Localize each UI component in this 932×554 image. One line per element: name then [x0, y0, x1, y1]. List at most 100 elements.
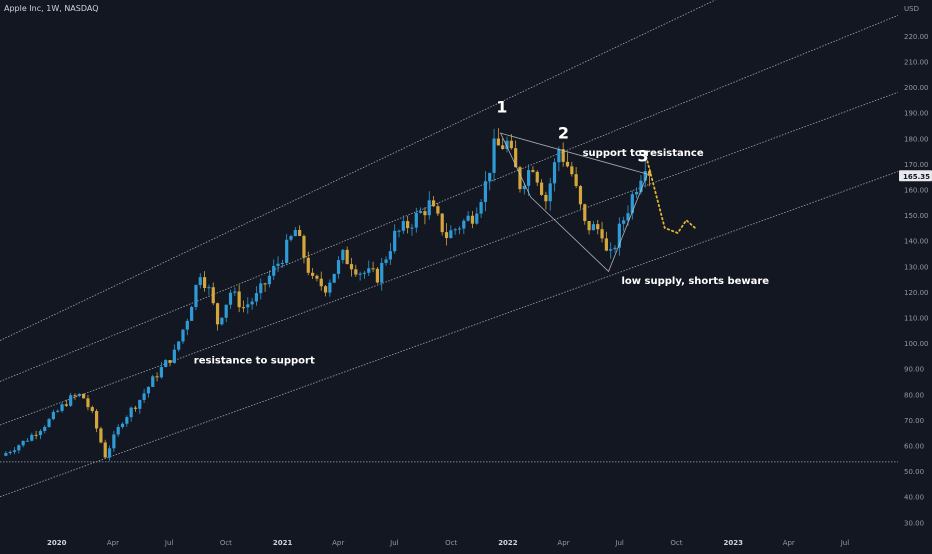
channel-line-lower-mid: [0, 91, 899, 426]
y-tick-label: 100.00: [904, 340, 929, 348]
channel-line-upper-mid: [0, 14, 899, 382]
candle-body: [220, 317, 224, 325]
candle-body: [557, 149, 561, 163]
y-tick-label: 220.00: [904, 33, 929, 41]
candle-body: [146, 386, 151, 394]
candle-body: [272, 265, 276, 276]
y-tick-label: 40.00: [904, 494, 924, 502]
candle-body: [565, 161, 570, 167]
candle-body: [431, 200, 436, 207]
candle-body: [518, 167, 522, 190]
candle-body: [4, 453, 8, 456]
annotation-number: 1: [496, 98, 507, 117]
x-tick-label: 2020: [47, 539, 67, 547]
y-tick-label: 170.00: [904, 161, 929, 169]
y-tick-label: 210.00: [904, 58, 929, 66]
candle-body: [496, 138, 500, 146]
candle-body: [388, 251, 392, 260]
candle-body: [168, 360, 172, 363]
candle-body: [501, 145, 505, 149]
candle-body: [215, 303, 220, 325]
candle-body: [410, 227, 414, 229]
y-tick-label: 30.00: [904, 519, 924, 527]
candle-body: [112, 434, 116, 449]
candle-body: [626, 213, 630, 221]
candle-body: [116, 426, 120, 435]
candle-body: [289, 236, 293, 240]
symbol-title[interactable]: Apple Inc, 1W, NASDAQ: [4, 4, 99, 13]
candle-body: [241, 307, 246, 309]
candle-body: [164, 360, 168, 368]
candle-body: [99, 428, 103, 443]
annotation-number: 2: [558, 123, 569, 142]
candle-body: [298, 229, 302, 236]
candle-body: [328, 282, 332, 293]
last-price-tag[interactable]: [899, 170, 932, 182]
x-tick-label: Jul: [614, 539, 624, 547]
y-tick-label: 80.00: [904, 391, 924, 399]
candle-body: [172, 349, 176, 363]
channel-line-upper: [0, 0, 717, 341]
candle-body: [194, 285, 198, 307]
candle-body: [492, 138, 496, 173]
candle-body: [561, 149, 565, 162]
candle-body: [643, 171, 647, 181]
y-tick-label: 150.00: [904, 212, 929, 220]
annotation-text: support to resistance: [583, 148, 704, 159]
candle-body: [349, 264, 354, 270]
y-tick-label: 190.00: [904, 110, 929, 118]
candle-body: [414, 212, 418, 228]
candle-body: [578, 186, 583, 205]
candle-body: [90, 407, 94, 412]
candle-body: [380, 262, 384, 283]
candle-body: [475, 213, 479, 224]
x-tick-label: Oct: [445, 539, 457, 547]
candle-body: [125, 417, 129, 424]
candle-body: [311, 272, 315, 276]
candle-body: [483, 181, 488, 203]
candle-body: [622, 220, 626, 224]
candle-body: [354, 269, 358, 275]
candle-body: [129, 407, 133, 418]
candle-body: [384, 259, 388, 263]
candle-body: [25, 440, 30, 442]
candle-body: [56, 410, 60, 412]
candle-body: [30, 434, 34, 441]
candle-body: [142, 393, 146, 400]
candle-body: [548, 183, 552, 202]
candle-body: [86, 398, 90, 408]
candle-body: [345, 249, 349, 265]
candle-body: [341, 249, 345, 261]
y-tick-label: 90.00: [904, 366, 924, 374]
candle-body: [367, 268, 371, 273]
candle-body: [64, 404, 68, 406]
candle-body: [285, 239, 289, 263]
x-tick-label: Oct: [220, 539, 232, 547]
x-tick-label: Apr: [557, 539, 569, 547]
candle-body: [211, 287, 215, 304]
x-tick-label: Apr: [783, 539, 795, 547]
candle-body: [47, 419, 51, 427]
candle-body: [306, 257, 310, 273]
candle-body: [276, 263, 280, 266]
candle-body: [514, 148, 518, 168]
candle-body: [159, 367, 163, 378]
candle-body: [293, 229, 297, 237]
candle-body: [302, 235, 306, 258]
x-tick-label: 2021: [273, 539, 293, 547]
candle-body: [263, 283, 267, 285]
y-tick-label: 130.00: [904, 263, 929, 271]
candle-body: [596, 224, 600, 230]
candle-body: [336, 260, 341, 274]
candle-body: [552, 162, 557, 184]
candle-body: [358, 273, 362, 275]
candle-body: [250, 301, 254, 305]
triangle-pattern: [499, 132, 648, 273]
annotation-text: resistance to support: [194, 356, 315, 367]
candle-body: [82, 393, 86, 399]
candle-body: [604, 238, 608, 251]
candle-body: [21, 440, 25, 446]
y-tick-label: 50.00: [904, 468, 924, 476]
